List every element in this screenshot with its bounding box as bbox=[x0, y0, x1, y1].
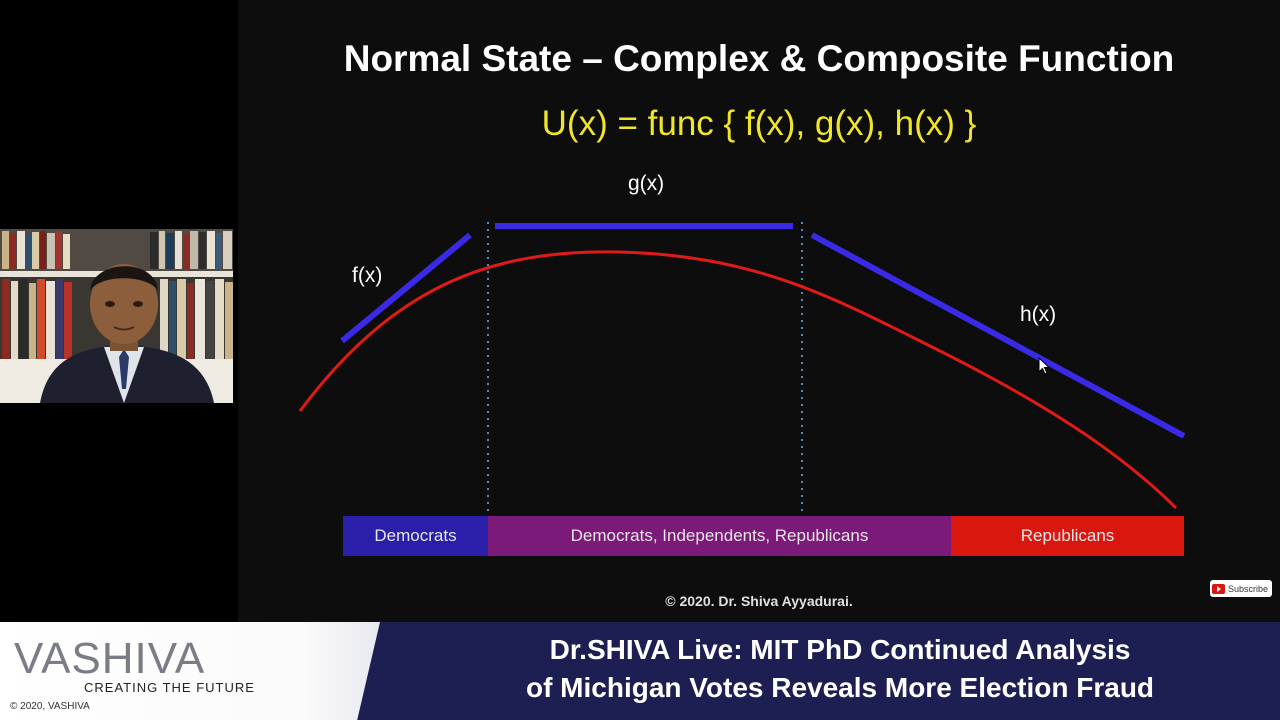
slide-copyright: © 2020. Dr. Shiva Ayyadurai. bbox=[665, 593, 853, 609]
subscribe-button[interactable]: Subscribe bbox=[1210, 580, 1272, 597]
band-republicans: Republicans bbox=[951, 516, 1184, 556]
logo-tagline: CREATING THE FUTURE bbox=[84, 680, 255, 695]
headline-line-2: of Michigan Votes Reveals More Election … bbox=[525, 672, 1155, 703]
h-label: h(x) bbox=[1020, 303, 1057, 326]
f-label: f(x) bbox=[352, 264, 383, 287]
formula: U(x) = func { f(x), g(x), h(x) } bbox=[541, 104, 977, 143]
left-panel bbox=[0, 0, 238, 622]
presenter-image bbox=[0, 229, 233, 403]
headline-line-1: Dr.SHIVA Live: MIT PhD Continued Analysi… bbox=[549, 634, 1131, 665]
f-segment bbox=[340, 232, 472, 344]
function-graph bbox=[298, 222, 1186, 516]
subscribe-label: Subscribe bbox=[1228, 583, 1269, 594]
band-democrats: Democrats bbox=[343, 516, 488, 556]
youtube-icon bbox=[1212, 583, 1225, 594]
mouse-cursor-icon bbox=[1038, 357, 1051, 375]
banner-copyright: © 2020, VASHIVA bbox=[10, 701, 90, 712]
logo-area: VASHIVA CREATING THE FUTURE © 2020, VASH… bbox=[0, 622, 380, 720]
presentation-slide: Normal State – Complex & Composite Funct… bbox=[238, 0, 1280, 622]
g-label: g(x) bbox=[628, 172, 665, 195]
webcam-video bbox=[0, 229, 233, 403]
slide-title: Normal State – Complex & Composite Funct… bbox=[343, 38, 1175, 79]
vashiva-logo: VASHIVA bbox=[14, 634, 206, 683]
utility-curve bbox=[298, 250, 1178, 510]
band-mixed: Democrats, Independents, Republicans bbox=[488, 516, 951, 556]
h-segment bbox=[810, 232, 1186, 439]
title-banner: VASHIVA CREATING THE FUTURE © 2020, VASH… bbox=[0, 622, 1280, 720]
